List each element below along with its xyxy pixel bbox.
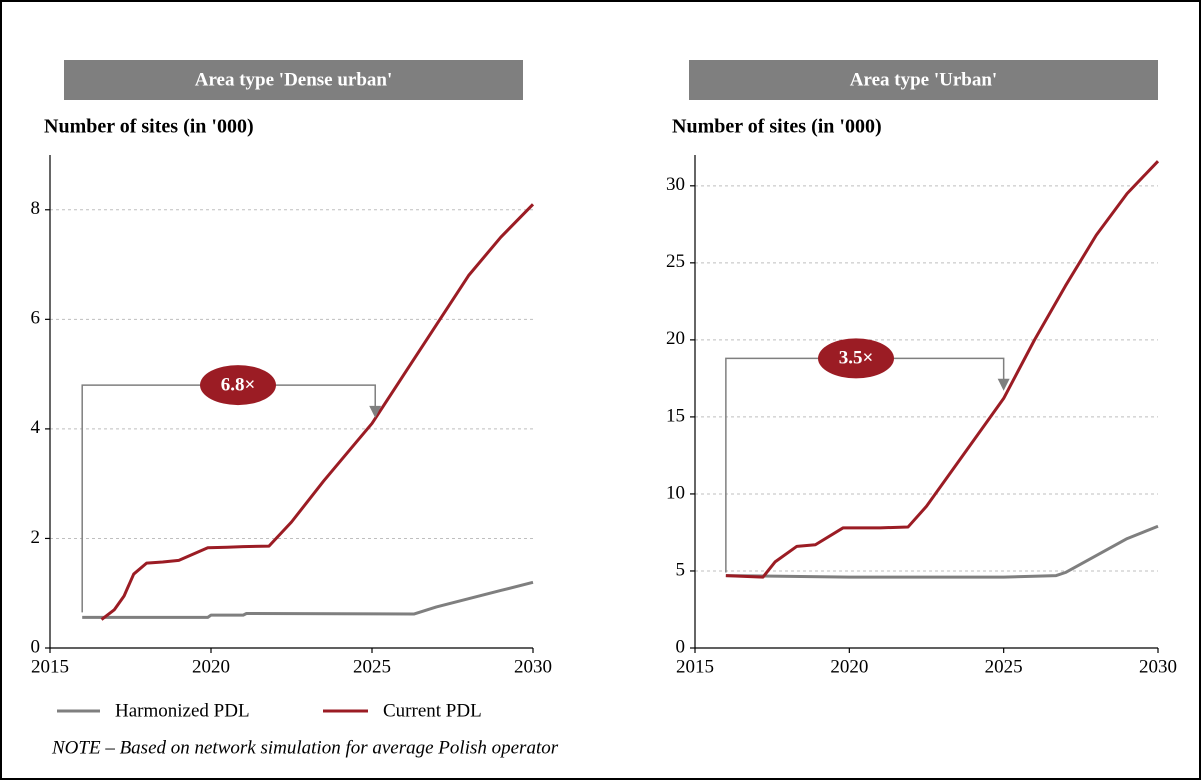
note: NOTE – Based on network simulation for a…	[51, 737, 559, 758]
chart-title: Area type 'Dense urban'	[195, 69, 393, 90]
arrowhead	[997, 378, 1010, 391]
series-line	[725, 524, 1159, 579]
annotation: 3.5×	[839, 348, 874, 369]
y-tick-label: 6	[31, 308, 41, 329]
x-tick-label: 2030	[1139, 656, 1177, 677]
series-line	[100, 203, 535, 621]
x-tick-label: 2025	[985, 656, 1023, 677]
legend-label: Harmonized PDL	[115, 700, 250, 721]
legend-label: Current PDL	[383, 700, 482, 721]
header-bar	[64, 60, 523, 100]
y-tick-label: 15	[666, 405, 685, 426]
annotation: 6.8×	[221, 374, 256, 395]
x-tick-label: 2025	[353, 656, 391, 677]
header-bar	[689, 60, 1158, 100]
y-tick-label: 20	[666, 328, 685, 349]
annotation-badge	[818, 338, 894, 379]
y-tick-label: 8	[31, 198, 41, 219]
arrowhead	[369, 405, 382, 418]
series-line	[725, 160, 1160, 579]
y-axis-label: Number of sites (in '000)	[672, 116, 882, 138]
y-axis-label: Number of sites (in '000)	[44, 116, 254, 138]
chart-title: Area type 'Urban'	[850, 69, 997, 90]
y-tick-label: 30	[666, 174, 685, 195]
y-tick-label: 0	[676, 636, 686, 657]
y-tick-label: 10	[666, 482, 685, 503]
x-tick-label: 2015	[31, 656, 69, 677]
y-tick-label: 25	[666, 251, 685, 272]
y-tick-label: 4	[31, 417, 41, 438]
x-tick-label: 2020	[830, 656, 868, 677]
x-tick-label: 2015	[676, 656, 714, 677]
y-tick-label: 2	[31, 527, 41, 548]
y-tick-label: 0	[31, 636, 41, 657]
x-tick-label: 2020	[192, 656, 230, 677]
x-tick-label: 2030	[514, 656, 552, 677]
annotation-badge	[200, 365, 276, 406]
series-line	[82, 580, 534, 619]
y-tick-label: 5	[676, 559, 686, 580]
